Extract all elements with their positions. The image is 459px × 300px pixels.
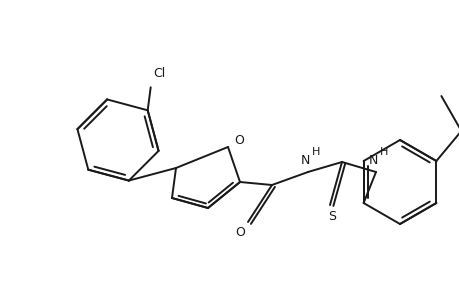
Text: O: O [235,226,244,238]
Text: H: H [311,147,319,157]
Text: O: O [234,134,243,148]
Text: Cl: Cl [153,67,165,80]
Text: N: N [300,154,309,166]
Text: N: N [368,154,377,166]
Text: S: S [327,211,335,224]
Text: H: H [379,147,387,157]
